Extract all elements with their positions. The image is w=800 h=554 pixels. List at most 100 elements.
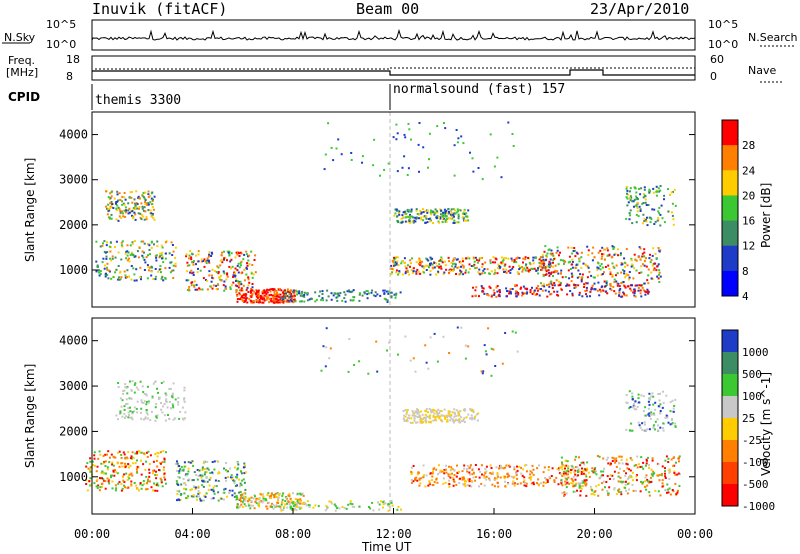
scatter-cell (139, 216, 142, 219)
scatter-cell (123, 412, 126, 415)
scatter-cell (472, 476, 475, 479)
scatter-cell (553, 282, 556, 284)
scatter-cell (561, 468, 564, 471)
scatter-cell (544, 289, 547, 292)
scatter-cell (622, 281, 625, 283)
scatter-cell (617, 475, 620, 478)
scatter-cell (467, 256, 470, 259)
scatter-cell (664, 417, 667, 419)
scatter-cell (560, 481, 563, 483)
scatter-cell (403, 155, 406, 158)
scatter-cell (653, 262, 656, 265)
colorbar-swatch (722, 352, 738, 375)
scatter-cell (190, 256, 193, 259)
scatter-cell (589, 485, 592, 488)
scatter-cell (211, 461, 214, 463)
scatter-cell (190, 495, 193, 498)
scatter-cell (321, 297, 324, 300)
scatter-cell (649, 481, 652, 484)
scatter-cell (161, 257, 163, 260)
scatter-cell (179, 410, 182, 413)
scatter-cell (637, 289, 640, 292)
scatter-cell (611, 456, 614, 459)
scatter-cell (147, 266, 150, 269)
scatter-cell (406, 417, 409, 420)
scatter-cell (154, 484, 157, 487)
scatter-cell (636, 210, 639, 213)
scatter-cell (439, 410, 442, 413)
scatter-cell (294, 507, 296, 510)
scatter-cell (245, 250, 248, 253)
scatter-cell (114, 246, 116, 248)
scatter-cell (227, 470, 230, 473)
scatter-cell (584, 484, 587, 487)
scatter-cell (564, 459, 567, 462)
scatter-cell (548, 260, 551, 263)
scatter-cell (236, 280, 239, 283)
scatter-cell (390, 501, 393, 504)
scatter-cell (324, 365, 327, 368)
scatter-cell (287, 501, 290, 504)
scatter-cell (441, 414, 443, 417)
scatter-cell (674, 425, 677, 428)
scatter-cell (673, 456, 675, 459)
scatter-cell (413, 219, 416, 222)
scatter-cell (121, 415, 124, 418)
scatter-cell (544, 245, 547, 248)
scatter-cell (404, 265, 407, 268)
scatter-cell (469, 417, 472, 420)
scatter-cell (250, 250, 253, 253)
scatter-cell (137, 256, 140, 259)
scatter-cell (558, 472, 561, 475)
x-tick-label: 00:00 (74, 527, 110, 541)
scatter-cell (463, 408, 466, 411)
scatter-cell (325, 327, 328, 330)
scatter-cell (241, 500, 244, 503)
scatter-cell (655, 190, 658, 193)
scatter-cell (662, 429, 665, 432)
scatter-cell (294, 498, 297, 500)
scatter-cell (505, 295, 508, 298)
scatter-cell (210, 488, 213, 491)
scatter-cell (535, 269, 538, 272)
scatter-cell (473, 263, 476, 266)
scatter-cell (139, 380, 142, 383)
scatter-cell (100, 483, 103, 486)
scatter-cell (661, 217, 664, 220)
scatter-cell (237, 271, 240, 274)
scatter-cell (119, 397, 122, 400)
scatter-cell (521, 267, 524, 270)
scatter-cell (350, 291, 353, 294)
scatter-cell (419, 417, 422, 420)
scatter-cell (211, 252, 214, 255)
scatter-cell (133, 383, 136, 386)
scatter-cell (411, 421, 414, 424)
scatter-cell (456, 419, 459, 422)
scatter-cell (387, 290, 390, 293)
scatter-cell (643, 217, 646, 220)
scatter-cell (227, 251, 230, 254)
scatter-cell (634, 295, 637, 298)
scatter-cell (669, 401, 672, 404)
scatter-cell (429, 264, 432, 267)
scatter-cell (424, 417, 427, 420)
scatter-cell (202, 277, 205, 280)
scatter-cell (306, 500, 309, 503)
x-tick-label: 20:00 (576, 527, 612, 541)
scatter-cell (528, 261, 531, 264)
scatter-cell (277, 492, 280, 495)
scatter-cell (553, 284, 556, 287)
scatter-cell (397, 353, 399, 356)
scatter-cell (306, 292, 308, 295)
scatter-cell (647, 282, 650, 285)
scatter-cell (485, 470, 488, 473)
scatter-cell (449, 419, 452, 422)
scatter-cell (190, 488, 193, 491)
scatter-cell (125, 250, 127, 253)
scatter-cell (186, 270, 189, 273)
scatter-cell (591, 259, 594, 262)
scatter-cell (152, 208, 155, 211)
scatter-cell (115, 471, 118, 474)
scatter-cell (636, 474, 638, 477)
scatter-cell (505, 271, 508, 274)
